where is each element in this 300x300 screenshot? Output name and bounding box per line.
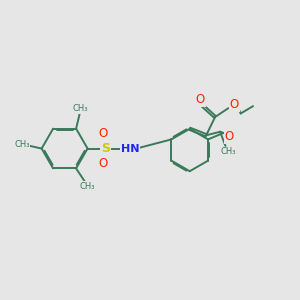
Text: O: O	[225, 130, 234, 143]
Text: O: O	[196, 93, 205, 106]
Text: CH₃: CH₃	[79, 182, 95, 190]
Text: CH₃: CH₃	[73, 104, 88, 113]
Text: S: S	[101, 142, 110, 155]
Text: HN: HN	[121, 143, 139, 154]
Text: CH₃: CH₃	[14, 140, 30, 149]
Text: CH₃: CH₃	[220, 147, 236, 156]
Text: O: O	[230, 98, 239, 111]
Text: O: O	[99, 157, 108, 170]
Text: O: O	[99, 127, 108, 140]
